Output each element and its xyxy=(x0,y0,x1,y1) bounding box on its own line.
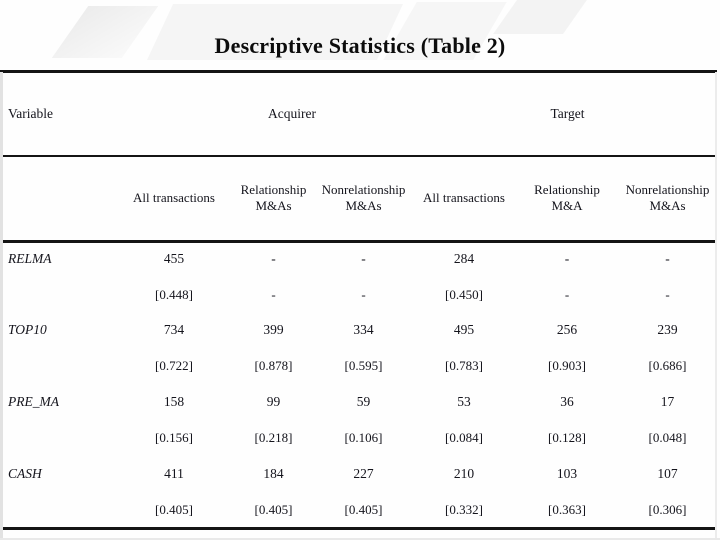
table-cell: [0.048] xyxy=(648,430,687,446)
spacer-cell xyxy=(0,155,115,241)
group-header-acquirer: Acquirer xyxy=(268,105,316,121)
table-cell: 284 xyxy=(453,250,475,266)
column-header: Nonrelationship M&As xyxy=(321,182,406,213)
row-label: CASH xyxy=(8,465,42,481)
table-cell: [0.903] xyxy=(548,358,586,374)
table-rule-top xyxy=(0,155,717,157)
table-cell: 99 xyxy=(266,393,281,409)
table-cell: 36 xyxy=(560,393,574,409)
row-label: TOP10 xyxy=(8,322,47,338)
table-cell: 17 xyxy=(660,393,675,409)
table-cell: - xyxy=(271,250,276,266)
table-cell: [0.363] xyxy=(548,501,586,517)
table-cell: [0.595] xyxy=(344,358,383,374)
table-cell: 107 xyxy=(657,465,678,481)
page-title: Descriptive Statistics (Table 2) xyxy=(214,33,506,58)
table-cell: [0.306] xyxy=(648,501,687,517)
table-cell: - xyxy=(361,250,366,266)
table-cell: 103 xyxy=(556,465,578,481)
row-label: RELMA xyxy=(8,250,52,266)
statistics-table: Variable Acquirer Target All transaction… xyxy=(0,73,716,527)
table-cell: - xyxy=(665,250,670,266)
table-cell: [0.783] xyxy=(445,358,483,374)
table-cell: [0.218] xyxy=(254,430,293,446)
table-cell: 227 xyxy=(353,465,374,481)
table-cell: 256 xyxy=(556,322,578,338)
table-cell: [0.156] xyxy=(155,430,193,446)
row-label-spacer xyxy=(0,277,115,313)
table-cell: 59 xyxy=(356,393,371,409)
table-cell: [0.128] xyxy=(548,430,586,446)
table-cell: [0.405] xyxy=(254,501,293,517)
table-cell: 53 xyxy=(457,393,471,409)
row-label-spacer xyxy=(0,492,115,528)
background-swoosh xyxy=(493,0,587,34)
table-cell: [0.106] xyxy=(344,430,383,446)
table-cell: [0.084] xyxy=(445,430,483,446)
table-cell: - xyxy=(665,286,670,302)
title-underline xyxy=(0,70,717,73)
table-cell: [0.686] xyxy=(648,358,687,374)
column-header: Relationship M&As xyxy=(240,182,307,213)
table-cell: 411 xyxy=(164,465,184,481)
table-cell: 239 xyxy=(657,322,678,338)
table-rule-bottom xyxy=(0,527,717,530)
column-header-variable: Variable xyxy=(8,105,53,121)
column-header: Relationship M&A xyxy=(534,182,600,213)
column-header: All transactions xyxy=(423,190,505,206)
group-header-target: Target xyxy=(550,105,585,121)
table-cell: [0.332] xyxy=(445,501,483,517)
row-label: PRE_MA xyxy=(8,393,59,409)
table-cell: - xyxy=(361,286,366,302)
table-cell: [0.450] xyxy=(445,286,483,302)
scan-edge-left xyxy=(0,72,3,540)
table-cell: [0.405] xyxy=(344,501,383,517)
column-header: Nonrelationship M&As xyxy=(625,182,710,213)
row-label-spacer xyxy=(0,420,115,456)
table-cell: [0.405] xyxy=(155,501,193,517)
table-cell: 399 xyxy=(263,322,284,338)
table-cell: - xyxy=(564,286,570,302)
table-cell: 734 xyxy=(163,322,185,338)
table-cell: 158 xyxy=(163,393,185,409)
table-cell: [0.878] xyxy=(254,358,293,374)
table-cell: - xyxy=(271,286,276,302)
table-cell: 495 xyxy=(453,322,475,338)
table-cell: [0.722] xyxy=(155,358,193,374)
table-rule-header xyxy=(0,240,717,243)
table-cell: 455 xyxy=(163,250,185,266)
table-cell: 334 xyxy=(353,322,374,338)
column-header: All transactions xyxy=(133,190,215,206)
scan-edge-right xyxy=(715,72,717,540)
row-label-spacer xyxy=(0,348,115,384)
table-cell: 210 xyxy=(453,465,475,481)
table-cell: [0.448] xyxy=(155,286,193,302)
table-cell: 184 xyxy=(263,465,284,481)
scan-edge-bottom xyxy=(0,538,720,540)
table-cell: - xyxy=(564,250,570,266)
